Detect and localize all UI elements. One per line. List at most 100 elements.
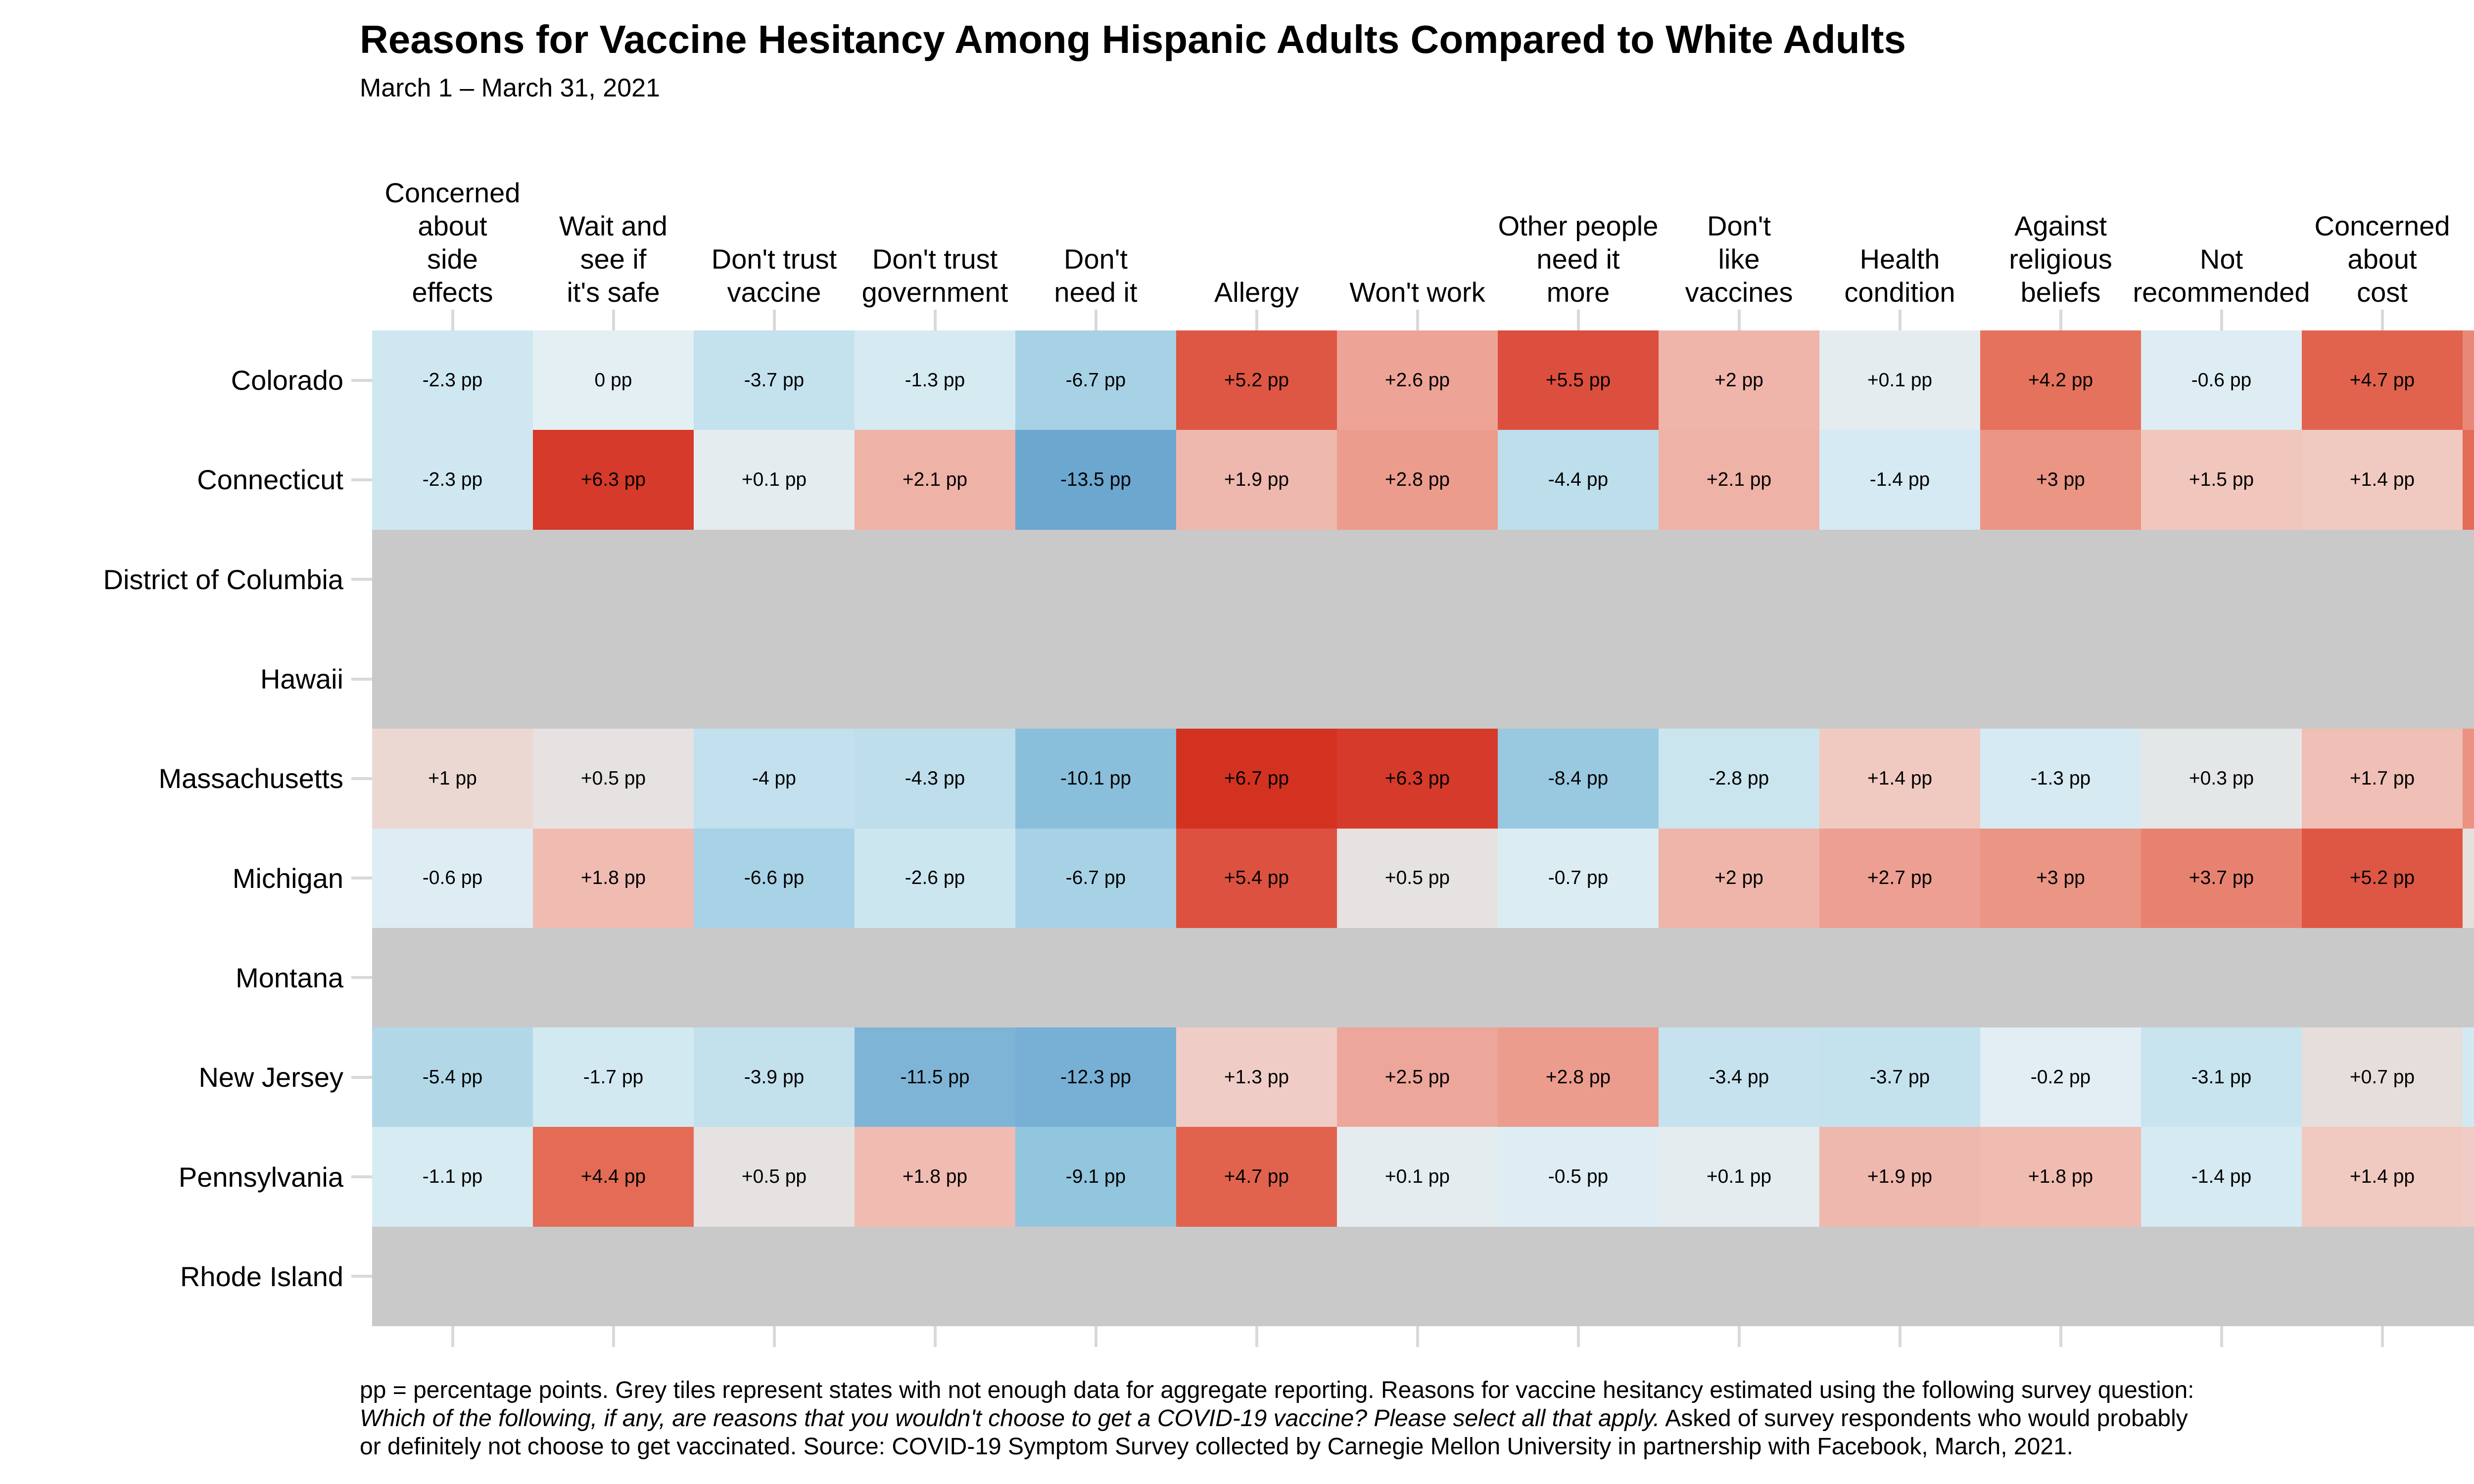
- heatmap-cell: [1015, 629, 1176, 729]
- heatmap-cell: +1.3 pp: [1176, 1027, 1337, 1127]
- heatmap-cell: [694, 1226, 855, 1326]
- axis-tick: [1898, 1326, 1902, 1347]
- heatmap-cell: +1.8 pp: [1980, 1127, 2141, 1227]
- heatmap-cell: -4.3 pp: [855, 729, 1015, 829]
- heatmap-cell: -1.7 pp: [2463, 1027, 2474, 1127]
- heatmap-cell: [533, 1226, 694, 1326]
- heatmap-panel: -2.3 pp 0 pp -3.7 pp -1.3 pp -6.7 pp +5.2 pp +…: [372, 330, 2474, 1326]
- row-label: Rhode Island: [180, 1260, 343, 1292]
- heatmap-cell: -3.7 pp: [694, 330, 855, 430]
- heatmap-cell: [1659, 529, 1819, 629]
- heatmap-cell: +3 pp: [1980, 430, 2141, 530]
- heatmap-cell: -1.4 pp: [1819, 430, 1980, 530]
- axis-tick: [2220, 1326, 2223, 1347]
- heatmap-cell: [2463, 1226, 2474, 1326]
- heatmap-cell: [1176, 629, 1337, 729]
- heatmap-cell: [2141, 928, 2302, 1028]
- heatmap-cell: +5.2 pp: [2302, 828, 2463, 928]
- heatmap-cell: -8.4 pp: [1498, 729, 1659, 829]
- heatmap-cell: [1498, 629, 1659, 729]
- axis-tick: [2059, 310, 2062, 330]
- heatmap-cell: [2302, 629, 2463, 729]
- heatmap-cell: [1659, 1226, 1819, 1326]
- heatmap-cell: +1.3 pp: [2463, 1127, 2474, 1227]
- axis-tick: [1094, 1326, 1097, 1347]
- heatmap-cell: [694, 529, 855, 629]
- heatmap-cell: +1.8 pp: [533, 828, 694, 928]
- heatmap-cell: [1659, 629, 1819, 729]
- axis-tick: [772, 1326, 776, 1347]
- heatmap-cell: -6.6 pp: [694, 828, 855, 928]
- axis-tick: [351, 677, 372, 681]
- heatmap-cell: -4 pp: [694, 729, 855, 829]
- column-header: Wait and see if it's safe: [559, 210, 667, 308]
- heatmap-cell: [855, 629, 1015, 729]
- heatmap-cell: -1.3 pp: [855, 330, 1015, 430]
- heatmap-cell: +0.6 pp: [2463, 828, 2474, 928]
- axis-tick: [351, 1275, 372, 1278]
- heatmap-cell: +2 pp: [1659, 828, 1819, 928]
- heatmap-cell: -2.8 pp: [1659, 729, 1819, 829]
- heatmap-cell: +3 pp: [1980, 828, 2141, 928]
- heatmap-cell: [855, 928, 1015, 1028]
- heatmap-cell: [1337, 928, 1498, 1028]
- heatmap-cell: +5.5 pp: [1498, 330, 1659, 430]
- heatmap-cell: +0.7 pp: [2302, 1027, 2463, 1127]
- heatmap-cell: +0.1 pp: [1337, 1127, 1498, 1227]
- heatmap-cell: [372, 1226, 533, 1326]
- heatmap-cell: [855, 529, 1015, 629]
- heatmap-cell: -3.1 pp: [2141, 1027, 2302, 1127]
- heatmap-cell: +1.9 pp: [1819, 1127, 1980, 1227]
- heatmap-cell: -2.6 pp: [855, 828, 1015, 928]
- heatmap-cell: -3.9 pp: [694, 1027, 855, 1127]
- axis-tick: [1576, 1326, 1580, 1347]
- row-label: Hawaii: [260, 663, 343, 695]
- heatmap-cell: [1176, 1226, 1337, 1326]
- heatmap-cell: -10.1 pp: [1015, 729, 1176, 829]
- heatmap-cell: [1819, 629, 1980, 729]
- axis-tick: [1416, 1326, 1419, 1347]
- heatmap-cell: [2141, 629, 2302, 729]
- axis-tick: [351, 976, 372, 979]
- heatmap-cell: +1.7 pp: [2302, 729, 2463, 829]
- footnote-line-3: or definitely not choose to get vaccinat…: [360, 1434, 2074, 1460]
- axis-tick: [612, 1326, 615, 1347]
- heatmap-cell: [1015, 529, 1176, 629]
- heatmap-cell: -13.5 pp: [1015, 430, 1176, 530]
- heatmap-cell: [2141, 1226, 2302, 1326]
- heatmap-cell: -1.4 pp: [2141, 1127, 2302, 1227]
- heatmap-cell: -3.4 pp: [1659, 1027, 1819, 1127]
- heatmap-cell: +0.1 pp: [1819, 330, 1980, 430]
- heatmap-cell: +1.4 pp: [1819, 729, 1980, 829]
- heatmap-cell: +4.4 pp: [533, 1127, 694, 1227]
- heatmap-cell: -2.3 pp: [372, 330, 533, 430]
- heatmap-cell: +4.2 pp: [1980, 330, 2141, 430]
- heatmap-cell: [1819, 928, 1980, 1028]
- heatmap-cell: +6.7 pp: [1176, 729, 1337, 829]
- heatmap-cell: -5.4 pp: [372, 1027, 533, 1127]
- axis-tick: [2220, 310, 2223, 330]
- column-header: Not recommended: [2133, 243, 2310, 308]
- heatmap-cell: +1 pp: [372, 729, 533, 829]
- axis-tick: [351, 1075, 372, 1079]
- heatmap-cell: [1819, 1226, 1980, 1326]
- heatmap-cell: [1498, 1226, 1659, 1326]
- chart-title: Reasons for Vaccine Hesitancy Among Hisp…: [360, 17, 1906, 61]
- column-header: Concerned about side effects: [384, 177, 521, 308]
- heatmap-cell: [1337, 629, 1498, 729]
- heatmap-cell: +4.7 pp: [1176, 1127, 1337, 1227]
- heatmap-cell: +1.9 pp: [1176, 430, 1337, 530]
- heatmap-cell: [1980, 629, 2141, 729]
- heatmap-cell: +3.5 pp: [2463, 330, 2474, 430]
- footnote: pp = percentage points. Grey tiles repre…: [360, 1376, 2194, 1461]
- column-header: Don't like vaccines: [1685, 210, 1793, 308]
- heatmap-cell: -0.6 pp: [372, 828, 533, 928]
- heatmap-cell: [1980, 1226, 2141, 1326]
- heatmap-cell: [2463, 928, 2474, 1028]
- heatmap-cell: -0.6 pp: [2141, 330, 2302, 430]
- heatmap-cell: [372, 928, 533, 1028]
- heatmap-cell: +1.4 pp: [2302, 430, 2463, 530]
- footnote-line-1: pp = percentage points. Grey tiles repre…: [360, 1377, 2194, 1403]
- row-label: Connecticut: [197, 464, 343, 496]
